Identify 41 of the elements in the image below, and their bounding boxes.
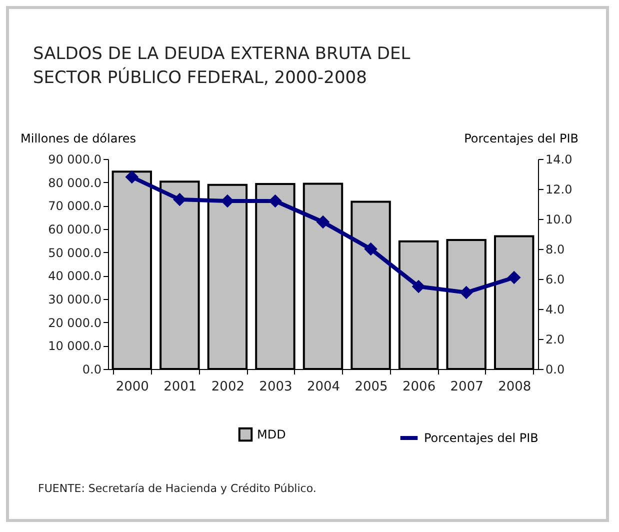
- legend-label: Porcentajes del PIB: [424, 431, 538, 445]
- y-tick-label: 60 000.0: [48, 222, 102, 236]
- y2-tick-label: 14.0: [546, 152, 572, 166]
- legend-label: MDD: [257, 428, 286, 442]
- point: [412, 280, 425, 293]
- point: [173, 193, 186, 206]
- y-tick-label: 80 000.0: [48, 176, 102, 190]
- y2-tick-label: 0.0: [546, 362, 565, 376]
- y-tick-label: 30 000.0: [48, 292, 102, 306]
- point: [126, 170, 138, 184]
- x-tick-label: 2008: [498, 380, 532, 394]
- y-tick-label: 40 000.0: [48, 269, 102, 284]
- text: SECTOR PÚBLICO FEDERAL, 2000-2008: [33, 68, 367, 88]
- y-tick-label: 70 000.0: [48, 199, 102, 214]
- x-tick-label: 2001: [164, 380, 197, 394]
- x-tick-label: 2003: [259, 380, 292, 394]
- point: [364, 242, 378, 256]
- x-tick-label: 2004: [306, 380, 340, 394]
- y2-tick-label: 6.0: [546, 272, 565, 286]
- y-tick-label: 50 000.0: [48, 246, 102, 260]
- y2-tick-label: 2.0: [546, 332, 565, 346]
- x-tick-label: 2007: [450, 380, 484, 394]
- y-tick-label: 10 000.0: [48, 339, 102, 354]
- source-note: FUENTE: Secretaría de Hacienda y Crédito Público.: [38, 482, 316, 495]
- x-tick-label: 2006: [402, 380, 436, 394]
- y2-tick-label: 12.0: [546, 182, 572, 196]
- point: [508, 271, 520, 284]
- point: [316, 216, 330, 228]
- text: SALDOS DE LA DEUDA EXTERNA BRUTA DEL: [33, 44, 410, 64]
- x-tick-label: 2000: [116, 380, 149, 394]
- y2-tick-label: 4.0: [546, 302, 565, 316]
- y2-axis-title: Porcentajes del PIB: [464, 132, 578, 146]
- x-tick-label: 2005: [354, 380, 388, 394]
- y-axis-title: Millones de dólares: [20, 132, 136, 146]
- y-tick-label: 20 000.0: [48, 316, 102, 330]
- y-tick-label: 0.0: [82, 362, 102, 376]
- point: [460, 286, 473, 299]
- y-tick-label: 90 000.0: [48, 152, 102, 166]
- x-tick-label: 2002: [211, 380, 244, 394]
- y2-tick-label: 8.0: [546, 242, 565, 256]
- y2-tick-label: 10.0: [546, 212, 572, 226]
